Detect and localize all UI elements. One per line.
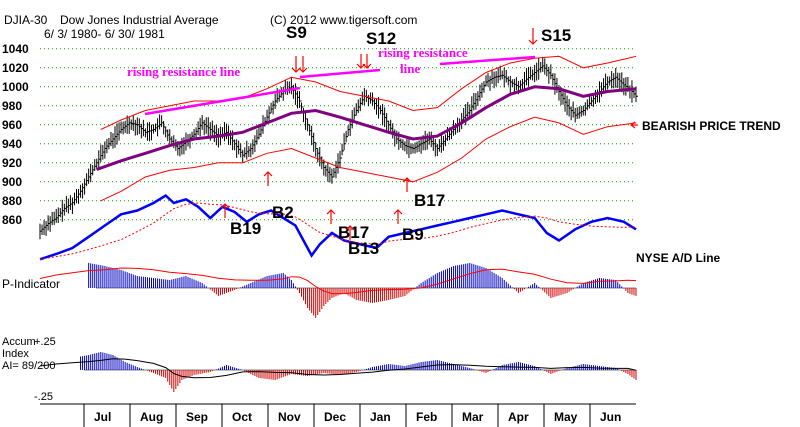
month-label: Jul xyxy=(94,410,111,424)
p-indicator-ma xyxy=(39,267,637,295)
month-label: Nov xyxy=(278,410,301,424)
nyse-ad-label: NYSE A/D Line xyxy=(636,251,721,265)
signal-b19: B19 xyxy=(230,219,261,238)
date-range: 6/ 3/ 1980- 6/ 30/ 1981 xyxy=(44,27,165,41)
chart-title: Dow Jones Industrial Average xyxy=(60,13,219,27)
accum-bottom-label: -.25 xyxy=(34,391,53,403)
y-tick-label: 880 xyxy=(2,194,22,208)
copyright: (C) 2012 www.tigersoft.com xyxy=(270,13,417,27)
month-label: Dec xyxy=(324,410,346,424)
month-label: Aug xyxy=(140,410,163,424)
accum-label: Accum xyxy=(2,336,36,348)
signal-b17-feb: B17 xyxy=(414,191,445,210)
resistance-label-1: rising resistance line xyxy=(127,64,240,79)
resistance-label-2a: rising resistance xyxy=(378,45,468,60)
bearish-trend-label: BEARISH PRICE TREND xyxy=(642,119,781,133)
month-label: Jun xyxy=(600,410,621,424)
index-label: DJIA-30 xyxy=(4,13,48,27)
index-label-2: Index xyxy=(2,348,29,360)
signal-arrows xyxy=(220,28,538,240)
y-tick-label: 1040 xyxy=(2,42,29,56)
signal-s12: S12 xyxy=(366,29,396,48)
resistance-line-2 xyxy=(299,68,381,79)
ad-line-moving-average xyxy=(39,202,637,260)
accum-index-bars xyxy=(80,352,637,392)
signal-b17-dec: B17 xyxy=(338,223,369,242)
y-tick-label: 980 xyxy=(2,99,22,113)
p-indicator-label: P-Indicator xyxy=(2,277,60,291)
upper-band-line xyxy=(100,55,637,130)
month-label: Mar xyxy=(462,410,484,424)
month-label: Sep xyxy=(186,410,208,424)
accum-top-label: +.25 xyxy=(34,336,56,348)
month-label: Jan xyxy=(370,410,391,424)
bearish-trend-arrow xyxy=(630,121,638,129)
resistance-line-1 xyxy=(144,86,301,116)
y-tick-label: 1000 xyxy=(2,80,29,94)
month-axis: Jul Aug Sep Oct Nov Dec Jan Feb Mar Apr May Jun xyxy=(40,403,636,427)
y-tick-label: 960 xyxy=(2,118,22,132)
resistance-line-3 xyxy=(439,55,536,66)
lower-band-line xyxy=(100,116,637,202)
accum-index-ma xyxy=(39,358,637,379)
signal-b9: B9 xyxy=(402,225,424,244)
y-tick-label: 900 xyxy=(2,175,22,189)
y-tick-label: 860 xyxy=(2,213,22,227)
signal-b2: B2 xyxy=(272,203,294,222)
nyse-ad-line xyxy=(39,193,637,261)
month-label: Feb xyxy=(416,410,437,424)
month-label: May xyxy=(554,410,578,424)
y-tick-label: 940 xyxy=(2,137,22,151)
p-indicator-bars xyxy=(88,263,637,318)
month-label: Oct xyxy=(232,410,252,424)
resistance-label-2b: line xyxy=(400,61,420,76)
moving-average-line xyxy=(96,85,637,171)
signal-b13: B13 xyxy=(348,239,379,258)
y-tick-label: 1020 xyxy=(2,61,29,75)
signal-s9: S9 xyxy=(286,23,307,42)
y-tick-label: 920 xyxy=(2,156,22,170)
ai-value-label: AI= 89/200 xyxy=(2,360,56,372)
signal-s15: S15 xyxy=(541,26,571,45)
y-axis-labels: 1040 1020 1000 980 960 940 920 900 880 860 xyxy=(2,42,29,227)
month-label: Apr xyxy=(508,410,529,424)
